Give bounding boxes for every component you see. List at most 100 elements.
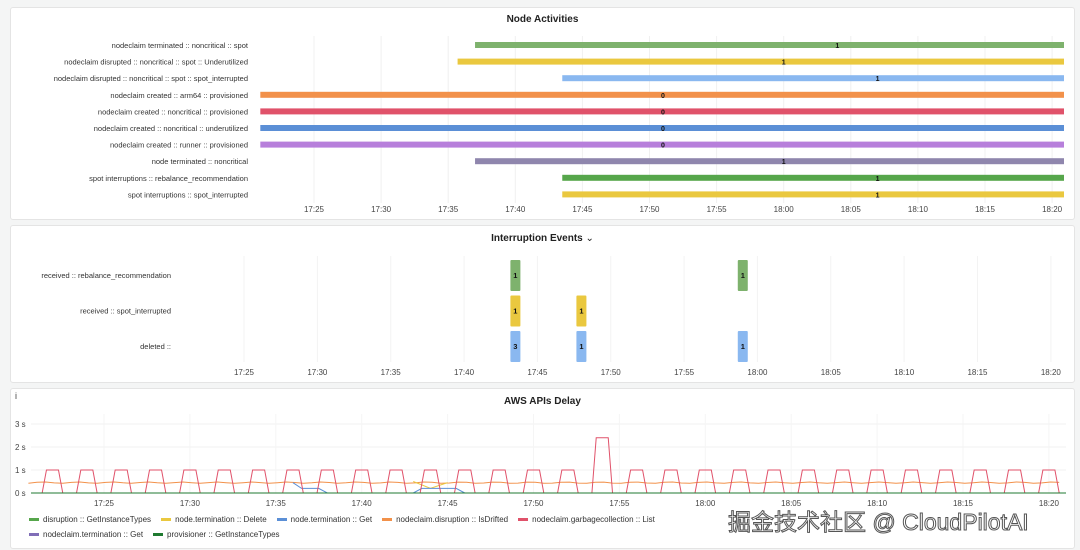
legend-swatch [161,518,172,522]
x-tick-label: 17:35 [438,205,459,214]
row-label: spot interruptions :: spot_interrupted [128,190,248,199]
heatmap-cell [737,260,748,291]
legend-label: nodeclaim.termination :: Get [43,530,144,539]
x-tick-label: 17:35 [381,368,402,377]
bar-value: 1 [876,192,880,199]
legend-item[interactable]: node.termination :: Delete [161,515,267,524]
x-tick-label: 17:35 [266,499,287,508]
row-label: nodeclaim created :: arm64 :: provisione… [110,91,248,100]
interruption-events-panel: Interruption Events ⌄ 17:25 17:30 17:35 17:… [10,225,1075,383]
x-tick-label: 17:45 [572,205,593,214]
x-tick-label: 17:25 [94,499,115,508]
legend-label: node.termination :: Delete [175,515,267,524]
legend-swatch [153,533,164,537]
series-line [41,437,1060,494]
timeline-bar [475,42,1064,48]
x-tick-label: 17:25 [234,368,255,377]
legend-item[interactable]: provisioner :: GetInstanceTypes [153,530,280,539]
cell-value: 1 [579,342,583,351]
panel-title[interactable]: Interruption Events ⌄ [11,233,1074,244]
legend-label: provisioner :: GetInstanceTypes [167,530,280,539]
x-tick-label: 18:10 [867,499,888,508]
bar-value: 1 [876,76,880,83]
bar-value: 0 [661,126,665,133]
y-tick-label: 2 s [15,443,26,452]
panel-title: Node Activities [506,14,579,25]
y-tick-label: 3 s [15,420,26,429]
x-tick-label: 18:05 [821,368,842,377]
row-label: node terminated :: noncritical [152,157,249,166]
x-tick-label: 17:50 [601,368,622,377]
timeline-bar [260,125,1064,131]
node-activities-chart: 17:25 17:30 17:35 17:40 17:45 17:50 17:55 18:00… [54,36,1064,214]
x-tick-label: 18:20 [1041,368,1062,377]
timeline-bar [562,191,1064,198]
timeline-bar [260,108,1064,115]
cell-value: 3 [513,342,517,351]
row-label: nodeclaim terminated :: noncritical :: s… [112,41,249,50]
legend-item[interactable]: disruption :: GetInstanceTypes [29,515,151,524]
x-tick-label: 18:05 [781,499,802,508]
heatmap-cell [510,331,521,362]
x-tick-label: 17:40 [454,368,475,377]
timeline-bar [260,141,1064,148]
panel-title: AWS APIs Delay [504,396,581,407]
x-tick-label: 18:00 [747,368,768,377]
timeline-bar [562,75,1064,82]
chevron-down-icon[interactable]: ⌄ [585,233,594,244]
row-label: nodeclaim disrupted :: noncritical :: sp… [64,58,248,67]
x-tick-label: 17:25 [304,205,325,214]
row-label: received :: rebalance_recommendation [41,271,171,280]
legend-item[interactable]: node.termination :: Get [276,515,372,524]
legend-label: nodeclaim.disruption :: IsDrifted [396,515,509,524]
legend-item[interactable]: nodeclaim.termination :: Get [29,530,143,539]
legend-swatch [29,518,39,522]
bar-value: 0 [661,109,665,116]
x-tick-label: 17:45 [527,368,548,377]
x-tick-label: 18:10 [908,205,929,214]
row-label: nodeclaim created :: noncritical :: prov… [98,107,248,116]
row-label: nodeclaim disrupted :: noncritical :: sp… [54,74,248,83]
timeline-bar [475,158,1064,165]
x-tick-label: 18:10 [894,368,915,377]
row-label: deleted :: [140,342,171,351]
x-tick-label: 18:15 [975,205,996,214]
cell-value: 1 [579,307,583,316]
x-tick-label: 17:55 [674,368,695,377]
x-tick-label: 17:30 [307,368,328,377]
legend-swatch [518,518,529,522]
bar-value: 1 [782,159,786,166]
bar-value: 1 [876,176,880,183]
aws-apis-delay-chart: 0 s 1 s 2 s 3 s 17:25 17:30 17:35 17:40 17:45 17:… [15,414,1066,508]
x-tick-label: 18:15 [967,368,988,377]
x-tick-label: 17:30 [371,205,392,214]
row-label: nodeclaim created :: runner :: provision… [110,141,248,150]
x-tick-label: 17:40 [352,499,373,508]
y-tick-label: 1 s [15,466,26,475]
legend-swatch [382,518,393,522]
x-tick-label: 17:40 [505,205,526,214]
legend-item[interactable]: nodeclaim.disruption :: IsDrifted [382,515,508,524]
legend-item[interactable]: nodeclaim.garbagecollection :: List [518,515,655,524]
x-tick-label: 18:05 [841,205,862,214]
row-label: nodeclaim created :: noncritical :: unde… [94,124,248,133]
legend: disruption :: GetInstanceTypes node.termi… [29,515,655,524]
legend-swatch [276,518,287,522]
cell-value: 1 [741,342,745,351]
cell-value: 1 [513,271,517,280]
info-icon[interactable]: i [15,391,17,401]
series-line [28,481,1060,484]
heatmap-cell [510,295,521,327]
cell-value: 1 [513,307,517,316]
x-tick-label: 18:00 [774,205,795,214]
timeline-bar [457,58,1064,65]
x-tick-label: 17:55 [609,499,630,508]
row-label: received :: spot_interrupted [80,307,171,316]
legend-label: nodeclaim.garbagecollection :: List [532,515,655,524]
x-tick-label: 18:15 [953,499,974,508]
panel-title-text: Interruption Events [491,233,583,244]
interruption-events-chart: 17:25 17:30 17:35 17:40 17:45 17:50 17:55 18:00… [41,256,1062,377]
bar-value: 0 [661,93,665,100]
bar-value: 1 [835,43,839,50]
bar-value: 0 [661,143,665,150]
